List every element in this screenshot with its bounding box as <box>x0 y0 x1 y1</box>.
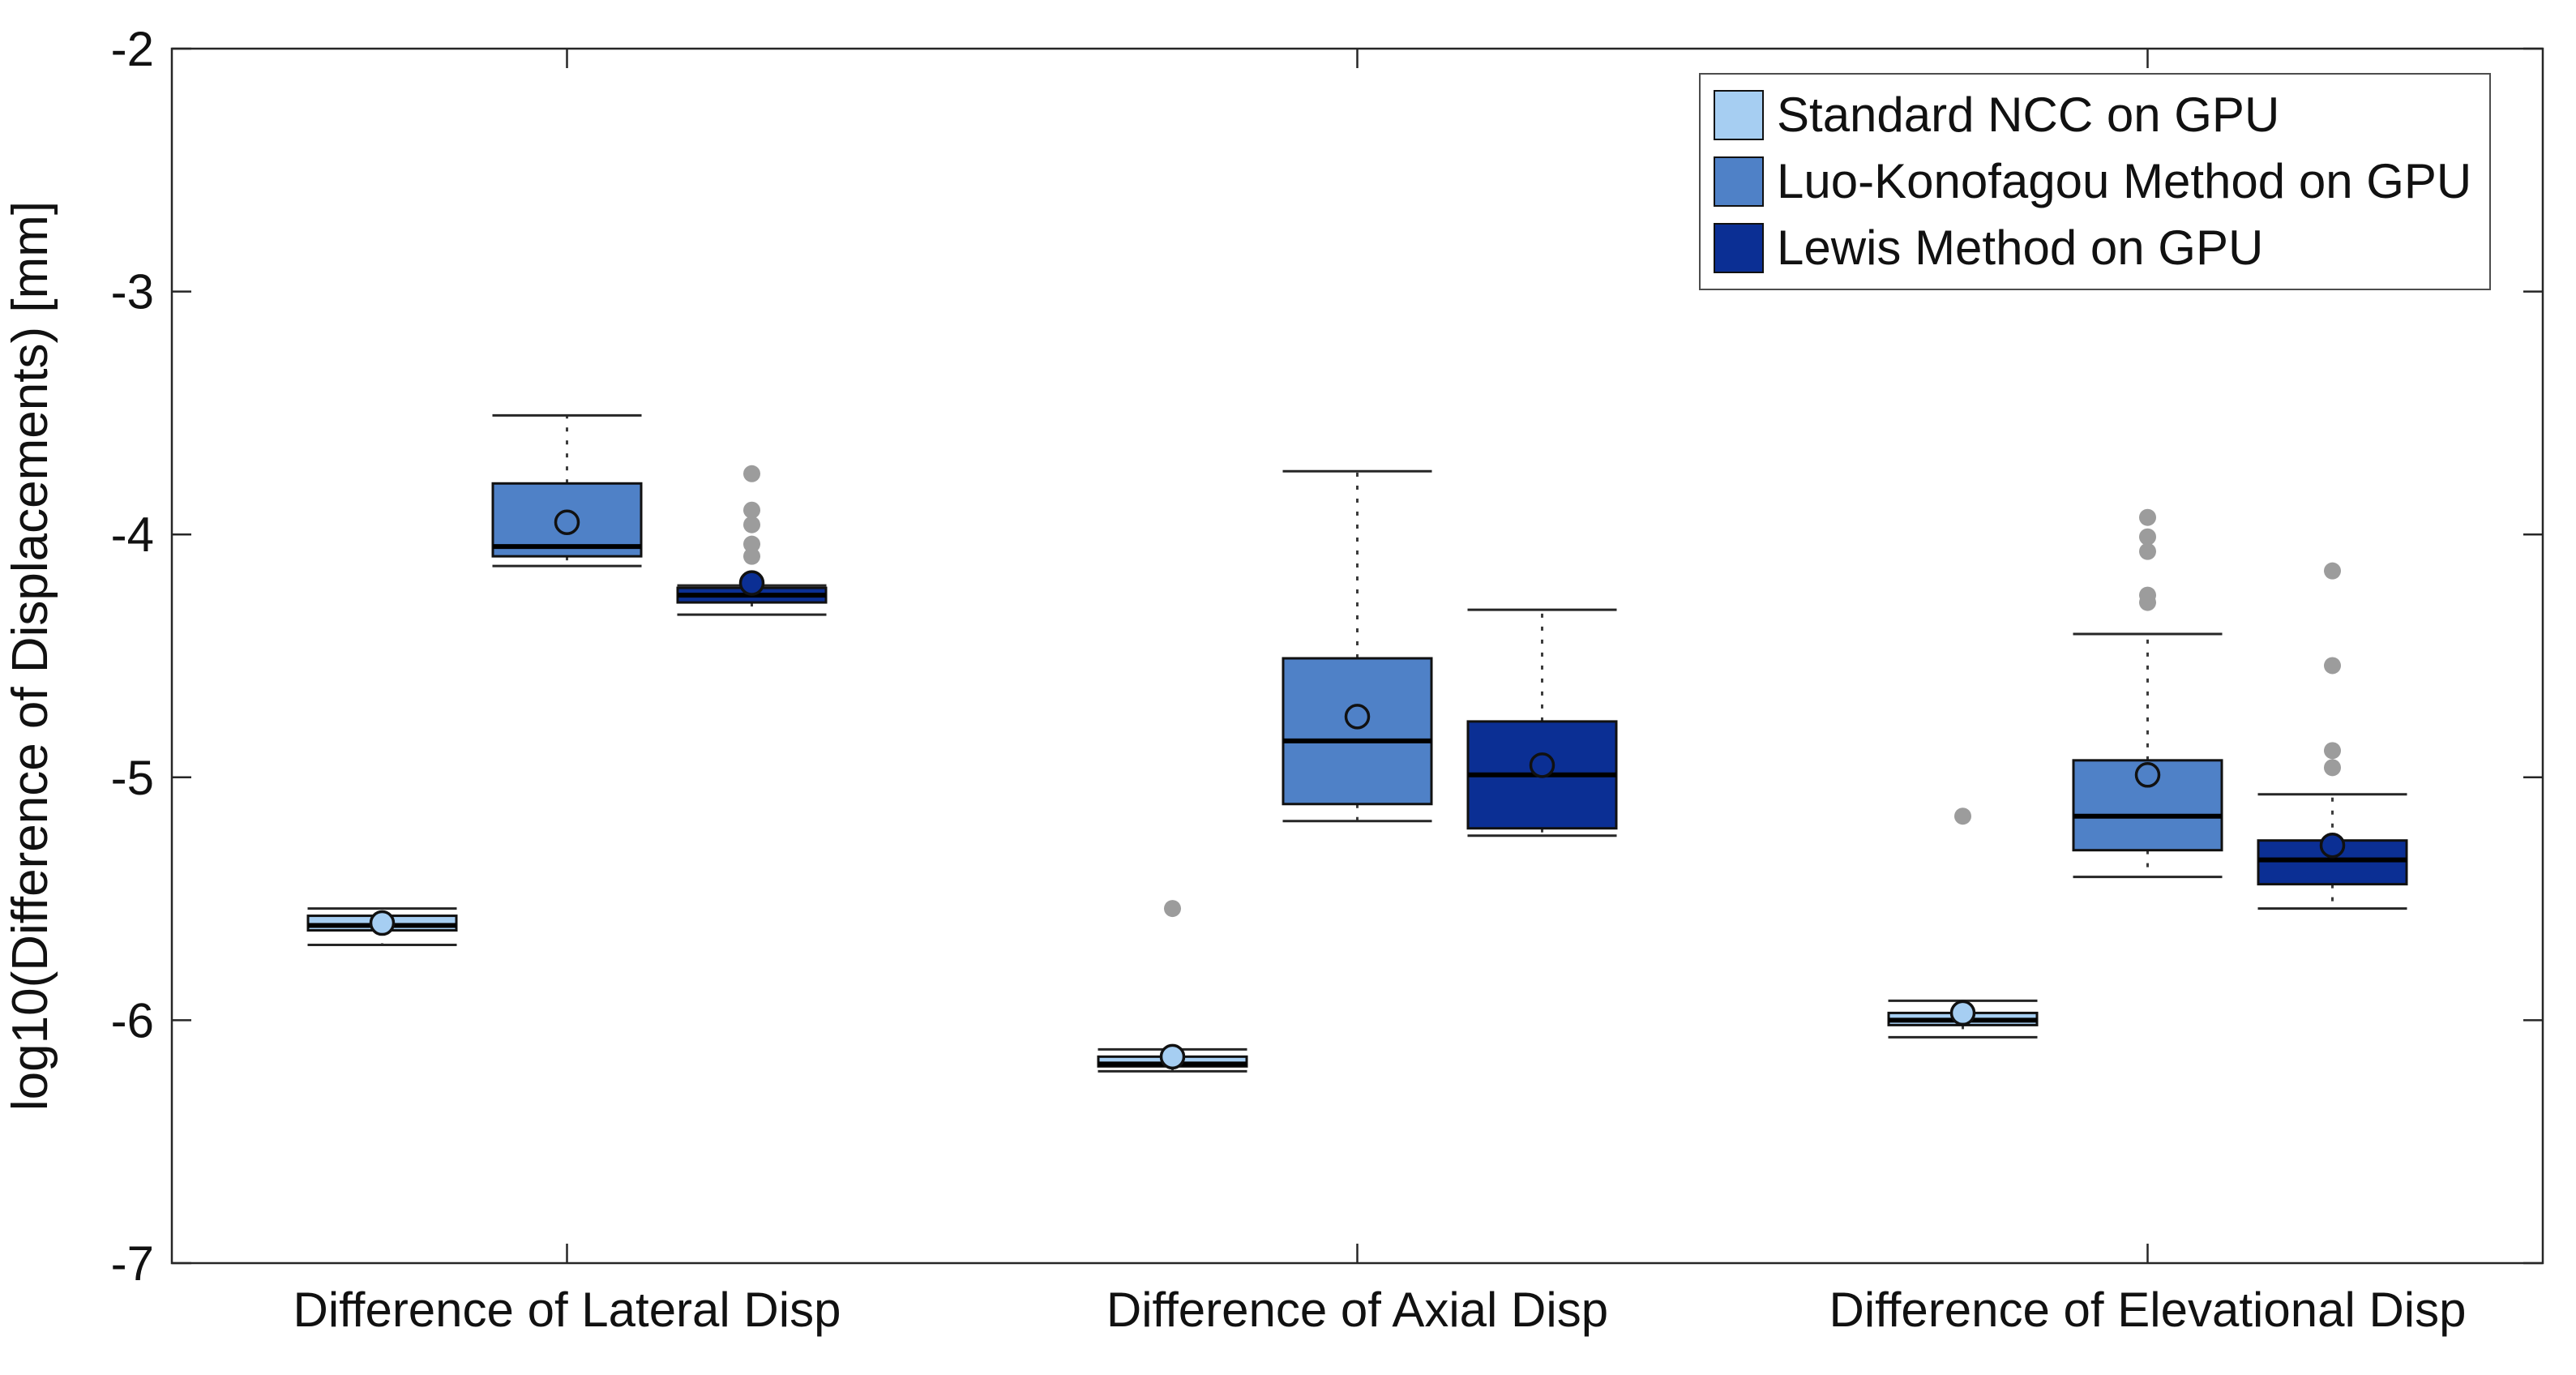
mean-marker <box>2134 762 2161 788</box>
outlier-point <box>2324 759 2341 777</box>
legend-label: Standard NCC on GPU <box>1777 88 2280 142</box>
legend-label: Luo-Konofagou Method on GPU <box>1777 154 2472 208</box>
outlier-point <box>2324 562 2341 580</box>
legend: Standard NCC on GPU Luo-Konofagou Method… <box>1699 73 2492 290</box>
y-tick-label: -2 <box>111 22 154 76</box>
mean-marker <box>554 509 580 535</box>
x-tick-label: Difference of Lateral Disp <box>293 1283 841 1337</box>
outlier-point <box>2139 528 2156 546</box>
mean-marker <box>1159 1043 1186 1070</box>
box <box>1282 657 1433 806</box>
y-axis-label: log10(Difference of Displacements) [mm] <box>2 201 58 1111</box>
legend-label: Lewis Method on GPU <box>1777 221 2264 275</box>
outlier-point <box>1954 807 1971 825</box>
mean-marker <box>2319 832 2346 859</box>
x-tick-label: Difference of Elevational Disp <box>1829 1283 2467 1337</box>
outlier-point <box>2139 542 2156 560</box>
legend-swatch-luo-konofagou <box>1714 156 1764 207</box>
outlier-point <box>743 501 760 519</box>
outlier-point <box>743 535 760 553</box>
y-tick-label: -4 <box>111 508 154 562</box>
legend-item: Luo-Konofagou Method on GPU <box>1714 152 2471 211</box>
outlier-point <box>2139 593 2156 611</box>
outlier-point <box>1164 900 1181 918</box>
mean-marker <box>1949 1000 1976 1026</box>
outlier-point <box>2139 508 2156 526</box>
y-tick-label: -3 <box>111 265 154 319</box>
x-tick-label: Difference of Axial Disp <box>1106 1283 1608 1337</box>
mean-marker <box>369 910 396 936</box>
outlier-point <box>2324 742 2341 760</box>
mean-marker <box>738 570 765 596</box>
outlier-point <box>743 547 760 565</box>
outlier-point <box>743 516 760 533</box>
mean-marker <box>1344 704 1371 730</box>
box <box>2072 759 2223 852</box>
legend-item: Standard NCC on GPU <box>1714 86 2471 144</box>
y-tick-label: -6 <box>111 993 154 1047</box>
mean-marker <box>1529 752 1555 778</box>
outlier-point <box>2324 657 2341 675</box>
legend-swatch-standard-ncc <box>1714 90 1764 140</box>
outlier-point <box>743 465 760 482</box>
legend-item: Lewis Method on GPU <box>1714 219 2471 277</box>
y-tick-label: -7 <box>111 1236 154 1291</box>
legend-swatch-lewis <box>1714 223 1764 273</box>
y-tick-label: -5 <box>111 751 154 805</box>
